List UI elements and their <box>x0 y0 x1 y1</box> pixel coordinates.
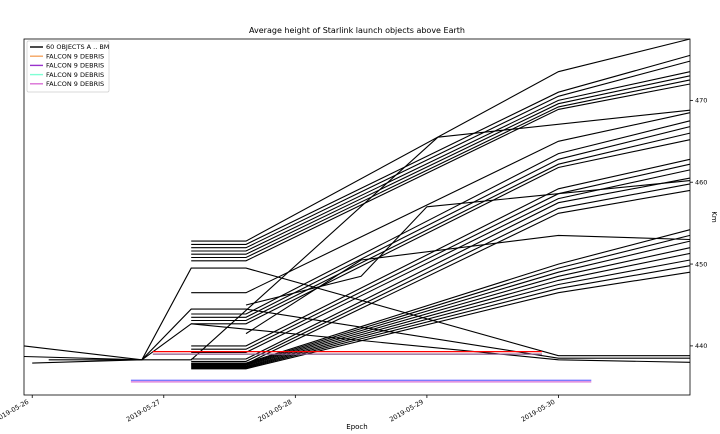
y-tick-label-2: 450 <box>695 260 707 268</box>
series-line-26 <box>191 252 691 367</box>
series-layer <box>23 38 691 383</box>
series-line-7 <box>191 71 691 252</box>
series-line-19 <box>191 177 691 360</box>
series-line-5 <box>191 54 691 245</box>
y-tick-label-1: 440 <box>695 342 707 350</box>
x-tick-label-5: 2019-05-30 <box>520 398 557 424</box>
series-line-14 <box>191 132 691 322</box>
series-line-11 <box>191 112 691 294</box>
y-tick-label-4: 470 <box>695 97 707 105</box>
series-line-25 <box>191 247 691 367</box>
series-line-29 <box>191 271 691 370</box>
series-line-17 <box>191 163 691 350</box>
series-line-30 <box>32 109 691 364</box>
x-tick-label-4: 2019-05-29 <box>388 398 425 424</box>
x-tick-label-2: 2019-05-27 <box>125 398 162 424</box>
legend-label-5: FALCON 9 DEBRIS <box>46 80 104 88</box>
series-line-22 <box>191 229 691 364</box>
series-line-21 <box>191 189 691 365</box>
series-line-16 <box>191 158 691 347</box>
legend-label-2: FALCON 9 DEBRIS <box>46 52 104 60</box>
series-line-27 <box>191 259 691 368</box>
series-line-23 <box>191 234 691 365</box>
x-axis-ticks: 2019-05-26 2019-05-27 2019-05-28 2019-05-29… <box>0 395 559 424</box>
series-line-4 <box>191 38 691 242</box>
series-line-18 <box>191 169 691 353</box>
series-line-3 <box>23 308 690 361</box>
series-line-31 <box>245 180 691 306</box>
series-line-13 <box>191 126 691 318</box>
series-line-28 <box>191 265 691 369</box>
series-line-12 <box>191 120 691 315</box>
x-axis-label: Epoch <box>346 423 367 431</box>
series-line-20 <box>191 183 691 362</box>
series-line-2 <box>23 267 690 361</box>
x-tick-label-1: 2019-05-26 <box>0 398 30 424</box>
legend-box <box>26 40 110 93</box>
series-line-15 <box>191 139 691 325</box>
plot-frame <box>23 38 691 396</box>
legend-label-4: FALCON 9 DEBRIS <box>46 71 104 79</box>
series-line-6 <box>191 60 691 249</box>
y-tick-label-3: 460 <box>695 179 707 187</box>
series-line-32 <box>245 234 691 335</box>
series-line-8 <box>191 75 691 255</box>
y-axis-label: Km <box>710 211 718 223</box>
x-tick-label-3: 2019-05-28 <box>257 398 294 424</box>
series-line-24 <box>191 240 691 366</box>
chart-title: Average height of Starlink launch object… <box>249 26 465 35</box>
y-axis-ticks: 440 450 460 470 <box>690 97 707 350</box>
series-line-10 <box>191 83 691 262</box>
legend-label-1: 60 OBJECTS A .. BM <box>46 43 109 51</box>
legend-label-3: FALCON 9 DEBRIS <box>46 62 104 70</box>
series-line-9 <box>191 79 691 259</box>
